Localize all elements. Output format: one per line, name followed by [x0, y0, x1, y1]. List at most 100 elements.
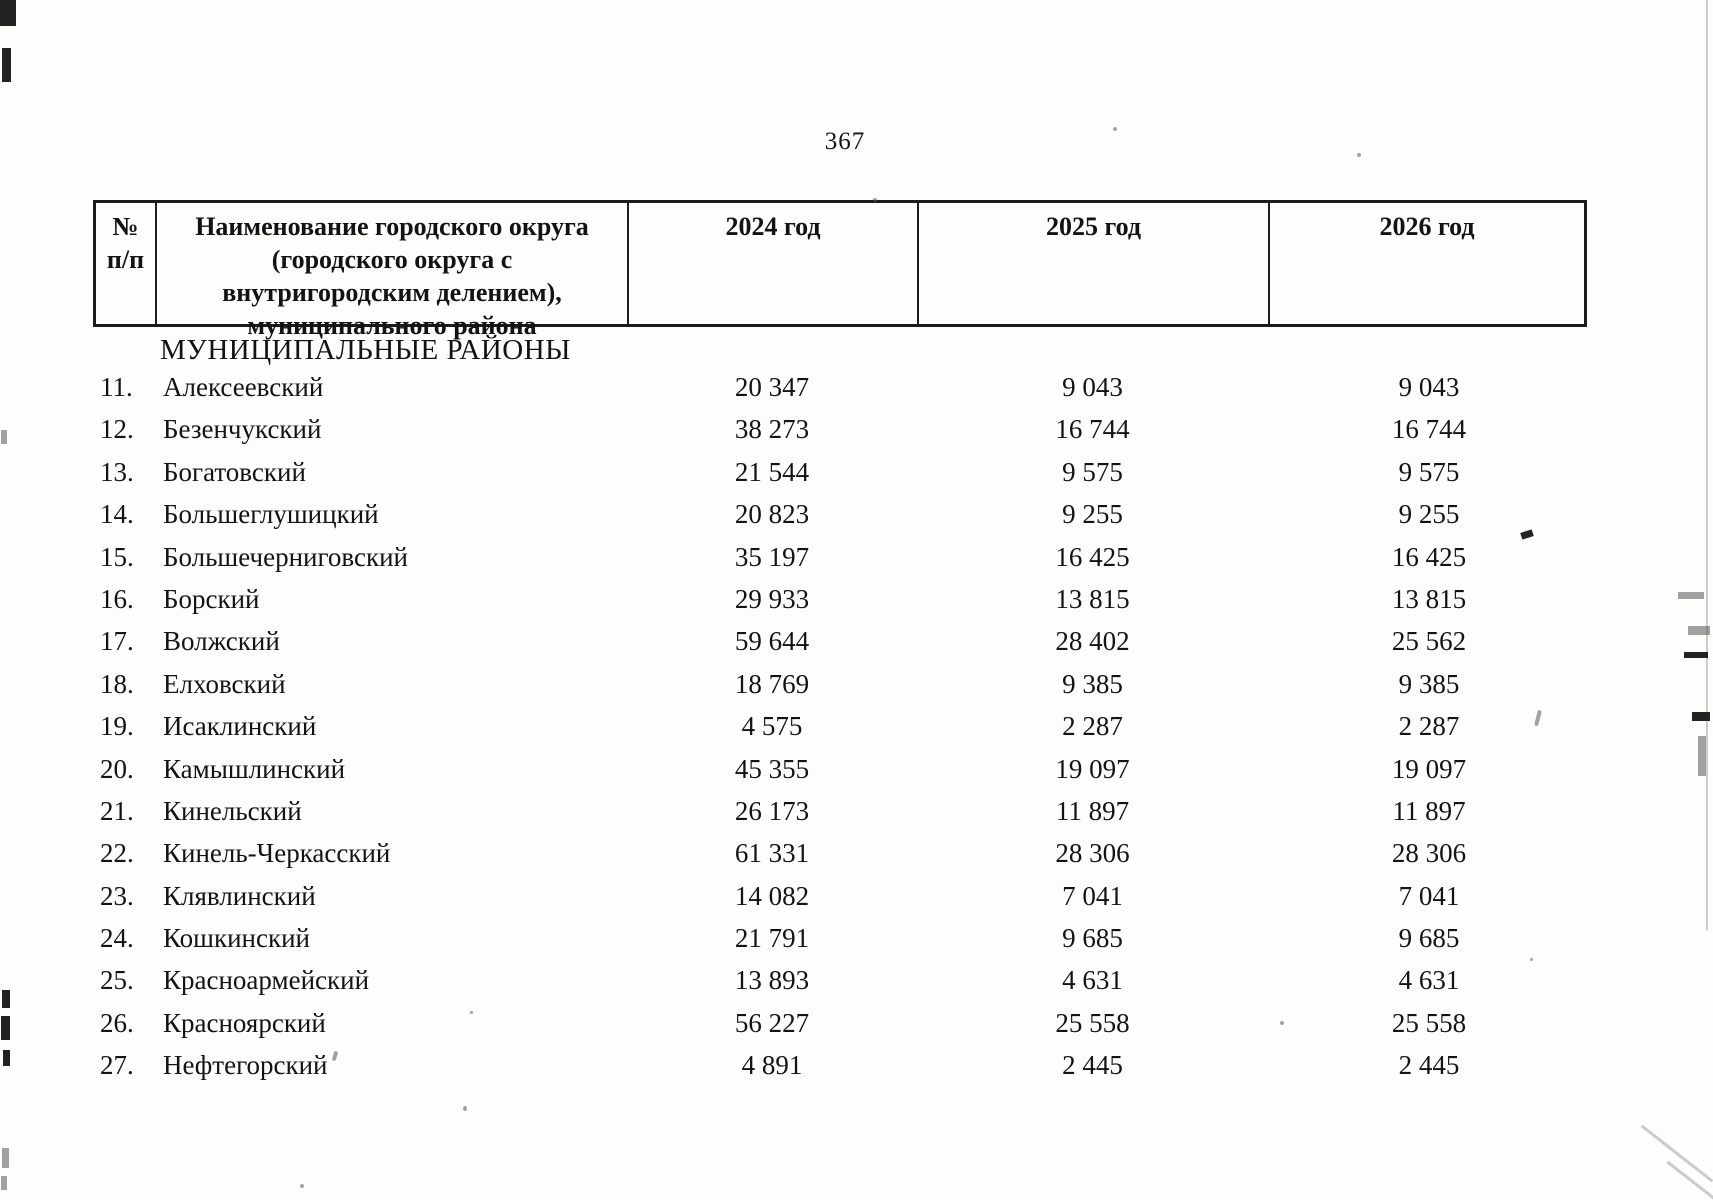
- value-2025: 25 558: [1055, 1007, 1130, 1038]
- column-divider: [1268, 203, 1270, 324]
- district-name: Богатовский: [163, 456, 306, 487]
- district-name: Кинель-Черкасский: [163, 838, 391, 869]
- row-number: 14.: [100, 499, 134, 530]
- value-2025: 2 445: [1062, 1050, 1123, 1081]
- value-2026: 2 287: [1398, 711, 1460, 742]
- scan-speck: [1357, 153, 1361, 157]
- value-2025: 19 097: [1055, 753, 1130, 784]
- value-2026: 7 041: [1398, 880, 1460, 911]
- value-2024: 38 273: [734, 414, 810, 445]
- district-name: Большечерниговский: [163, 541, 408, 572]
- value-2025: 7 041: [1062, 880, 1123, 911]
- value-2024: 4 575: [741, 711, 803, 742]
- table-row: 13. Богатовский 21 544 9 575 9 575: [0, 451, 1713, 493]
- value-2026: 4 631: [1398, 965, 1460, 996]
- value-2024: 20 823: [734, 499, 810, 530]
- value-2024: 13 893: [734, 965, 810, 996]
- scan-speck: [470, 1011, 473, 1014]
- table-row: 19. Исаклинский 4 575 2 287 2 287: [0, 705, 1713, 747]
- column-header-name: Наименование городского округа (городско…: [157, 203, 627, 342]
- table-header-box: № п/п Наименование городского округа (го…: [93, 200, 1587, 340]
- value-2025: 4 631: [1062, 965, 1123, 996]
- scan-artifact: [2, 1148, 9, 1168]
- row-number: 17.: [100, 626, 134, 657]
- table-row: 24. Кошкинский 21 791 9 685 9 685: [0, 917, 1713, 959]
- row-number: 11.: [100, 372, 133, 402]
- value-2026: 9 385: [1398, 668, 1460, 699]
- table-row: 27. Нефтегорский 4 891 2 445 2 445: [0, 1044, 1713, 1086]
- value-2025: 9 255: [1062, 499, 1123, 530]
- value-2024: 4 891: [741, 1050, 803, 1081]
- value-2024: 59 644: [734, 626, 810, 657]
- value-2024: 29 933: [734, 583, 810, 614]
- value-2024: 45 355: [734, 753, 810, 784]
- district-name: Камышлинский: [163, 753, 346, 784]
- scan-artifact: [3, 1050, 10, 1066]
- column-header-name-line: внутригородским делением),: [222, 278, 562, 307]
- district-name: Борский: [163, 583, 260, 614]
- district-name: Елховский: [163, 668, 286, 699]
- table-row: 16. Борский 29 933 13 815 13 815: [0, 578, 1713, 620]
- row-number: 12.: [100, 414, 134, 445]
- district-name: Клявлинский: [163, 880, 316, 911]
- table-row: 17. Волжский 59 644 28 402 25 562: [0, 620, 1713, 662]
- table-row: 20. Камышлинский 45 355 19 097 19 097: [0, 748, 1713, 790]
- scan-speck: [873, 198, 877, 202]
- value-2025: 11 897: [1055, 795, 1130, 826]
- value-2024: 26 173: [734, 795, 810, 826]
- table-row: 18. Елховский 18 769 9 385 9 385: [0, 663, 1713, 705]
- value-2025: 9 575: [1062, 456, 1123, 487]
- value-2026: 9 255: [1398, 499, 1460, 530]
- scan-speck: [1113, 127, 1117, 131]
- table-body: 11. Алексеевский 20 347 9 043 9 043 12. …: [0, 366, 1713, 1087]
- column-header-name-line: Наименование городского округа: [195, 212, 589, 241]
- value-2025: 9 685: [1062, 923, 1123, 954]
- scan-speck: [463, 1106, 467, 1111]
- scan-artifact: [1, 1016, 10, 1040]
- row-number: 18.: [100, 668, 134, 699]
- scan-artifact: [2, 990, 10, 1008]
- table-row: 21. Кинельский 26 173 11 897 11 897: [0, 790, 1713, 832]
- district-name: Безенчукский: [163, 414, 322, 445]
- table-row: 26. Красноярский 56 227 25 558 25 558: [0, 1002, 1713, 1044]
- district-name: Большеглушицкий: [163, 499, 379, 530]
- value-2026: 28 306: [1391, 838, 1467, 869]
- table-row: 23. Клявлинский 14 082 7 041 7 041: [0, 875, 1713, 917]
- value-2026: 25 558: [1391, 1007, 1467, 1038]
- value-2026: 11 897: [1392, 795, 1466, 826]
- scan-speck: [1530, 958, 1533, 961]
- value-2025: 13 815: [1055, 583, 1130, 614]
- district-name: Нефтегорский: [163, 1050, 328, 1081]
- column-divider: [917, 203, 919, 324]
- scan-artifact: [1, 1176, 7, 1190]
- value-2024: 20 347: [734, 372, 810, 402]
- scan-artifact: [1666, 1160, 1713, 1200]
- district-name: Кинельский: [163, 795, 302, 826]
- scan-artifact: [1678, 592, 1704, 599]
- row-number: 26.: [100, 1007, 134, 1038]
- district-name: Алексеевский: [163, 372, 324, 402]
- value-2026: 25 562: [1391, 626, 1467, 657]
- scan-artifact: [1, 430, 7, 444]
- value-2025: 28 306: [1055, 838, 1130, 869]
- column-header-2026: 2026 год: [1379, 212, 1475, 241]
- value-2026: 2 445: [1398, 1050, 1460, 1081]
- column-header-num: № п/п: [96, 203, 155, 276]
- scan-artifact: [1698, 736, 1706, 776]
- value-2025: 9 385: [1062, 668, 1123, 699]
- table-row: 15. Большечерниговский 35 197 16 425 16 …: [0, 536, 1713, 578]
- table-row: 14. Большеглушицкий 20 823 9 255 9 255: [0, 493, 1713, 535]
- column-header-num-line1: №: [112, 212, 139, 241]
- district-name: Красноярский: [163, 1007, 326, 1038]
- row-number: 23.: [100, 880, 134, 911]
- row-number: 27.: [100, 1050, 134, 1081]
- column-divider: [627, 203, 629, 324]
- section-title: МУНИЦИПАЛЬНЫЕ РАЙОНЫ: [160, 334, 571, 366]
- value-2024: 14 082: [734, 880, 810, 911]
- value-2025: 16 425: [1055, 541, 1130, 572]
- district-name: Красноармейский: [163, 965, 370, 996]
- row-number: 15.: [100, 541, 134, 572]
- table-row: 12. Безенчукский 38 273 16 744 16 744: [0, 408, 1713, 450]
- page-number: 367: [824, 128, 866, 155]
